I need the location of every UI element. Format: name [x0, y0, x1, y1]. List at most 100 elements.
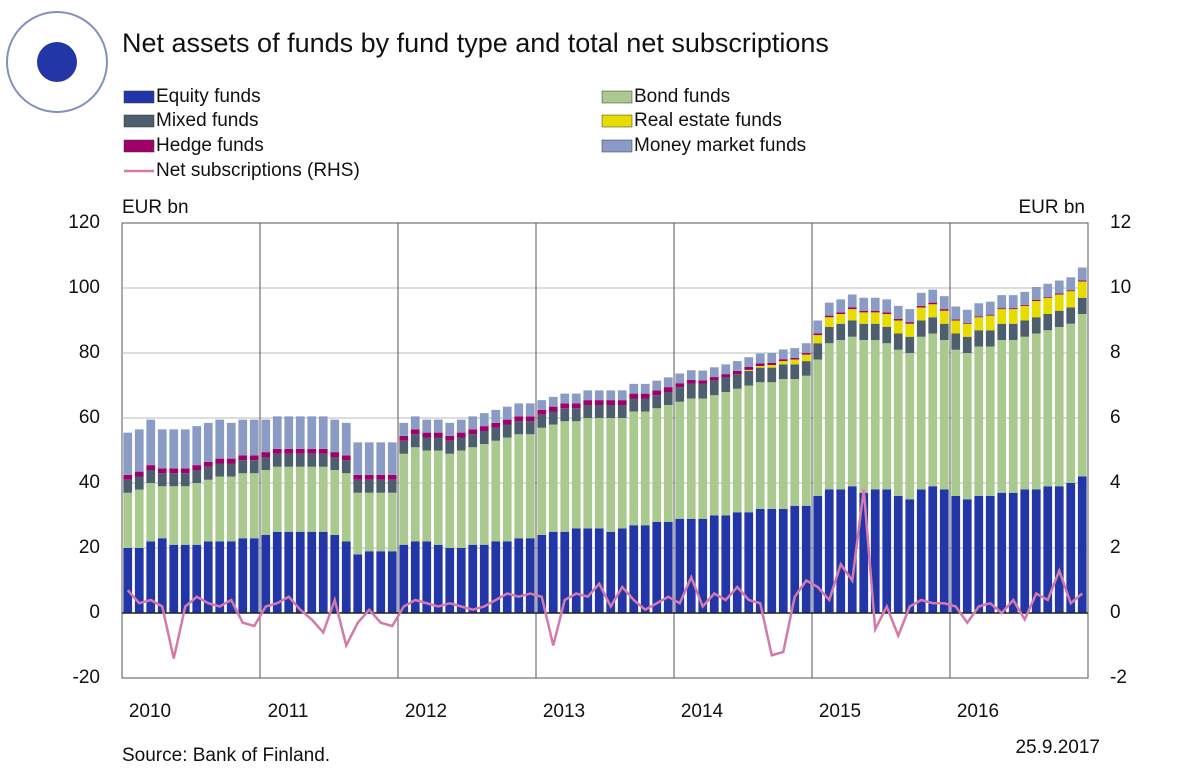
bar-segment	[882, 314, 892, 327]
bar-segment	[1020, 489, 1030, 613]
bar-segment	[905, 322, 915, 324]
bar-segment	[824, 302, 834, 316]
bar-segment	[215, 463, 225, 477]
bar-segment	[502, 437, 512, 542]
bar-segment	[916, 305, 926, 308]
bar-segment	[180, 429, 190, 469]
bar-segment	[893, 320, 903, 334]
bar-segment	[675, 383, 685, 388]
bar-segment	[146, 419, 156, 466]
bar-segment	[238, 473, 248, 539]
bar-segment	[675, 373, 685, 384]
bar-segment	[146, 483, 156, 542]
bar-segment	[571, 421, 581, 529]
bar-segment	[215, 458, 225, 464]
bar-segment	[330, 457, 340, 470]
bar-segment	[732, 374, 742, 389]
y2-tick-label: 6	[1110, 407, 1121, 428]
logo-ring	[6, 11, 108, 113]
bar-segment	[318, 448, 328, 454]
bar-segment	[686, 398, 696, 519]
bar-segment	[272, 531, 282, 613]
y-tick-label: 20	[79, 537, 100, 558]
bar-segment	[169, 486, 179, 545]
bar-segment	[307, 453, 317, 467]
bar-segment	[364, 474, 374, 480]
bar-segment	[709, 395, 719, 516]
bar-segment	[1054, 486, 1064, 613]
bar-segment	[870, 489, 880, 613]
bar-segment	[1066, 483, 1076, 613]
bar-segment	[583, 390, 593, 401]
bar-segment	[502, 406, 512, 420]
bar-segment	[295, 453, 305, 467]
bar-segment	[767, 382, 777, 509]
bar-segment	[801, 354, 811, 362]
bar-segment	[203, 479, 213, 542]
bar-segment	[1008, 323, 1018, 340]
bar-segment	[652, 395, 662, 409]
bar-segment	[192, 483, 202, 545]
bar-segment	[537, 535, 547, 613]
y-tick-label: -20	[73, 667, 100, 688]
bar-segment	[238, 419, 248, 456]
bar-segment	[307, 466, 317, 532]
bar-segment	[192, 544, 202, 613]
bar-segment	[1054, 310, 1064, 327]
bar-segment	[1008, 295, 1018, 309]
bar-segment	[732, 388, 742, 513]
bar-segment	[675, 518, 685, 613]
bar-segment	[364, 551, 374, 613]
bar-segment	[1031, 333, 1041, 490]
bar-segment	[790, 348, 800, 358]
bar-segment	[778, 361, 788, 365]
bar-segment	[870, 310, 880, 313]
bar-segment	[307, 531, 317, 613]
bar-segment	[1031, 300, 1041, 301]
bar-segment	[1020, 320, 1030, 337]
y2-tick-label: 10	[1110, 277, 1131, 298]
bar-segment	[1054, 294, 1064, 311]
bar-segment	[353, 474, 363, 480]
bar-segment	[997, 323, 1007, 340]
bar-segment	[997, 492, 1007, 613]
bar-segment	[1054, 327, 1064, 487]
legend-swatch	[123, 114, 155, 128]
bar-segment	[146, 541, 156, 613]
bar-segment	[134, 489, 144, 548]
bar-segment	[571, 403, 581, 409]
legend-label: Net subscriptions (RHS)	[156, 160, 360, 181]
bar-segment	[939, 296, 949, 310]
legend-label: Equity funds	[156, 86, 261, 107]
bar-segment	[617, 400, 627, 405]
bar-segment	[1008, 340, 1018, 493]
bar-segment	[594, 405, 604, 418]
bar-segment	[215, 541, 225, 613]
plot-content	[122, 223, 1088, 678]
bar-segment	[491, 440, 501, 542]
bar-segment	[813, 320, 823, 334]
bar-segment	[744, 512, 754, 613]
bar-segment	[617, 418, 627, 529]
bar-segment	[330, 452, 340, 457]
bar-segment	[399, 440, 409, 454]
bar-segment	[433, 450, 443, 545]
bar-segment	[629, 411, 639, 526]
bar-segment	[180, 473, 190, 487]
bar-segment	[261, 419, 271, 453]
bar-segment	[491, 427, 501, 441]
bar-segment	[157, 429, 167, 469]
bar-segment	[836, 323, 846, 340]
bar-segment	[514, 538, 524, 613]
bar-segment	[859, 297, 869, 311]
bar-segment	[203, 541, 213, 613]
y-tick-label: 120	[68, 212, 100, 233]
bar-segment	[249, 538, 259, 613]
bar-segment	[525, 403, 535, 417]
bar-segment	[537, 414, 547, 428]
bar-segment	[215, 476, 225, 542]
bar-segment	[801, 505, 811, 613]
bar-segment	[882, 343, 892, 490]
bar-segment	[755, 509, 765, 613]
bar-segment	[686, 518, 696, 613]
